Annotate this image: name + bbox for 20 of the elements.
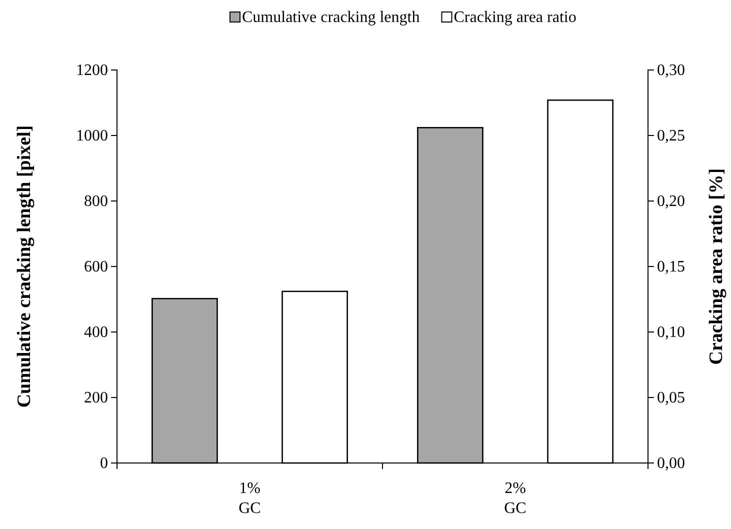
y2-tick-label: 0,05 [657, 390, 685, 407]
y2-axis-title: Cracking area ratio [%] [706, 168, 727, 365]
x-tick-label: 2% GC [504, 480, 526, 517]
y-tick-label: 600 [84, 258, 108, 276]
y-tick-label: 400 [84, 324, 108, 342]
y2-tick-label: 0,20 [657, 193, 685, 210]
y-tick-label: 0 [100, 455, 108, 472]
y2-tick-label: 0,15 [657, 258, 685, 276]
legend-label: Cracking area ratio [454, 9, 576, 26]
y-tick-label: 800 [84, 193, 108, 210]
y2-tick-label: 0,30 [657, 62, 685, 80]
y-tick-label: 200 [84, 390, 108, 407]
y-tick-label: 1200 [76, 62, 108, 80]
y2-tick-label: 0,00 [657, 455, 685, 472]
y2-tick-label: 0,25 [657, 128, 685, 145]
legend-label: Cumulative cracking length [242, 9, 420, 26]
y-tick-label: 1000 [76, 128, 108, 145]
y-axis-title: Cumulative cracking length [pixel] [14, 125, 35, 408]
y2-tick-label: 0,10 [657, 324, 685, 342]
x-tick-label: 1% GC [238, 480, 261, 517]
